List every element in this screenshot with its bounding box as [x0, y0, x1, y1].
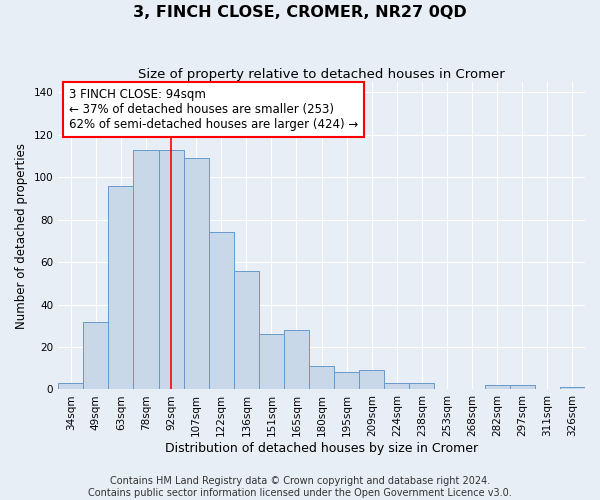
Bar	[309, 366, 334, 390]
Bar	[83, 322, 109, 390]
Bar	[560, 388, 585, 390]
Title: Size of property relative to detached houses in Cromer: Size of property relative to detached ho…	[138, 68, 505, 80]
Bar	[359, 370, 385, 390]
Bar	[385, 383, 409, 390]
Bar	[158, 150, 184, 390]
Bar	[409, 383, 434, 390]
Bar	[234, 270, 259, 390]
Bar	[109, 186, 133, 390]
Bar	[334, 372, 359, 390]
Bar	[510, 385, 535, 390]
Bar	[133, 150, 158, 390]
Bar	[209, 232, 234, 390]
Y-axis label: Number of detached properties: Number of detached properties	[15, 142, 28, 328]
X-axis label: Distribution of detached houses by size in Cromer: Distribution of detached houses by size …	[165, 442, 478, 455]
Bar	[485, 385, 510, 390]
Bar	[259, 334, 284, 390]
Bar	[284, 330, 309, 390]
Bar	[184, 158, 209, 390]
Text: 3 FINCH CLOSE: 94sqm
← 37% of detached houses are smaller (253)
62% of semi-deta: 3 FINCH CLOSE: 94sqm ← 37% of detached h…	[69, 88, 358, 131]
Bar	[58, 383, 83, 390]
Text: Contains HM Land Registry data © Crown copyright and database right 2024.
Contai: Contains HM Land Registry data © Crown c…	[88, 476, 512, 498]
Text: 3, FINCH CLOSE, CROMER, NR27 0QD: 3, FINCH CLOSE, CROMER, NR27 0QD	[133, 5, 467, 20]
